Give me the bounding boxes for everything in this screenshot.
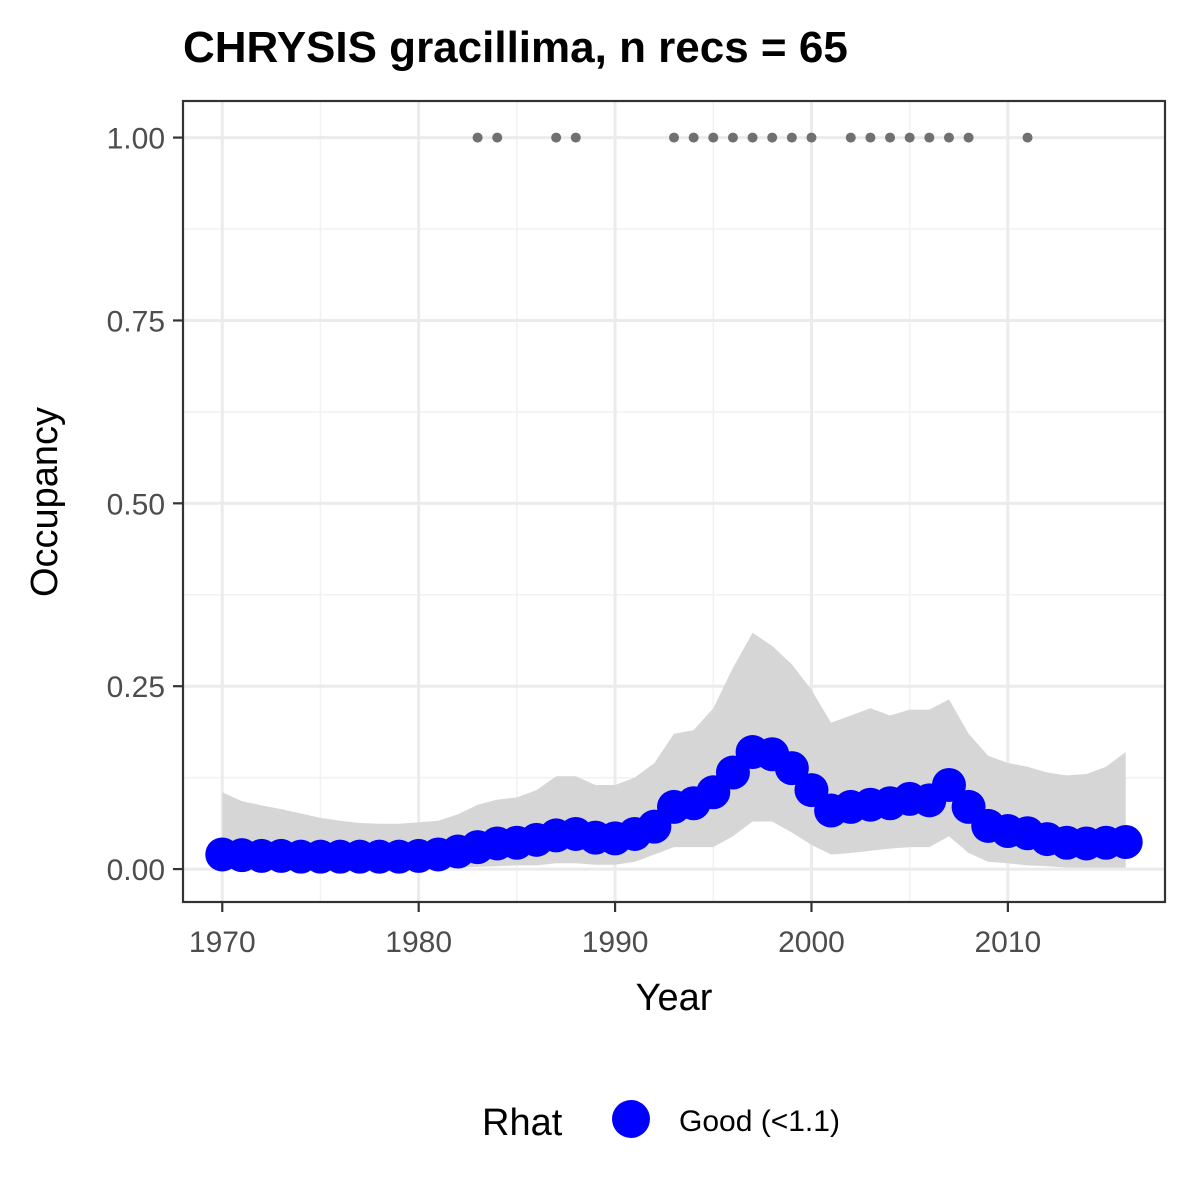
record-point xyxy=(845,132,856,143)
record-point xyxy=(924,132,935,143)
y-tick-label: 0.50 xyxy=(107,488,165,521)
series-point xyxy=(931,767,966,802)
plot-border xyxy=(181,99,1167,904)
record-point xyxy=(688,132,699,143)
x-tick-label: 2000 xyxy=(778,926,845,959)
grid-minor xyxy=(183,101,1165,902)
record-point xyxy=(669,132,679,143)
chart-title: CHRYSIS gracillima, n recs = 65 xyxy=(183,23,848,72)
grid-major xyxy=(183,101,1165,902)
record-point xyxy=(963,132,974,143)
y-tick-label: 0.25 xyxy=(107,671,165,704)
y-axis: 0.00 0.25 0.50 0.75 1.00 xyxy=(107,123,183,887)
occupancy-series xyxy=(205,735,1143,874)
record-point xyxy=(865,132,876,143)
record-point xyxy=(943,132,954,143)
record-point xyxy=(708,132,719,143)
record-point xyxy=(806,132,817,143)
record-point xyxy=(747,132,758,143)
record-point xyxy=(786,132,797,143)
legend: Rhat Good (<1.1) xyxy=(482,1100,840,1144)
legend-title: Rhat xyxy=(482,1102,563,1144)
x-tick-label: 1990 xyxy=(582,926,649,959)
record-point xyxy=(551,132,562,143)
series-point xyxy=(774,751,809,786)
record-point xyxy=(492,132,503,143)
y-tick-label: 0.75 xyxy=(107,305,165,338)
y-axis-title: Occupancy xyxy=(24,407,66,597)
legend-label-good: Good (<1.1) xyxy=(679,1105,840,1138)
record-point xyxy=(472,132,483,143)
y-tick-label: 1.00 xyxy=(107,123,165,156)
record-point xyxy=(570,132,581,143)
y-tick-label: 0.00 xyxy=(107,854,165,887)
x-tick-label: 1980 xyxy=(385,926,452,959)
record-point xyxy=(767,132,778,143)
x-tick-label: 1970 xyxy=(189,926,256,959)
record-point xyxy=(904,132,915,143)
record-point xyxy=(1022,132,1033,143)
x-axis: 1970 1980 1990 2000 2010 xyxy=(189,902,1041,959)
legend-key-good xyxy=(612,1100,650,1138)
record-point xyxy=(727,132,738,143)
x-axis-title: Year xyxy=(636,977,713,1019)
x-tick-label: 2010 xyxy=(975,926,1042,959)
record-point xyxy=(885,132,896,143)
series-point xyxy=(1108,825,1143,860)
record-points xyxy=(472,132,1033,143)
